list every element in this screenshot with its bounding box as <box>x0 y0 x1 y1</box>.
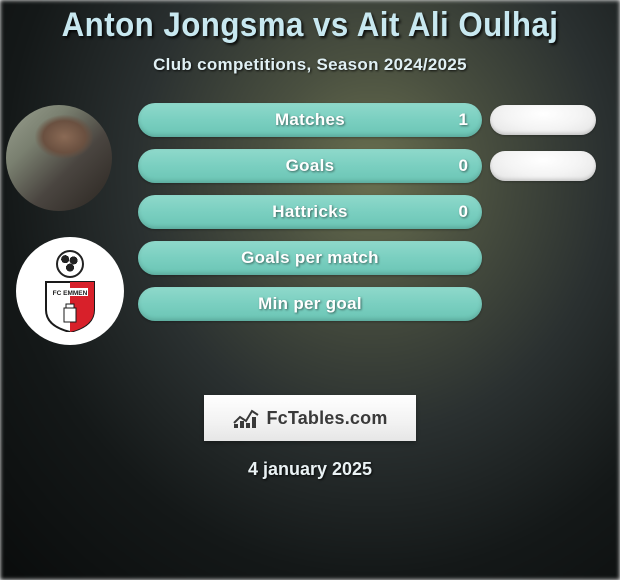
stat-value-left: 0 <box>459 202 468 222</box>
page-title: Anton Jongsma vs Ait Ali Oulhaj <box>25 6 595 45</box>
player1-photo <box>6 105 112 211</box>
stat-label: Hattricks <box>272 202 347 222</box>
stat-label: Goals per match <box>241 248 379 268</box>
chart-icon <box>232 407 260 429</box>
stat-bar-goals-per-match: Goals per match <box>138 241 482 275</box>
soccer-ball-icon <box>56 250 84 278</box>
club-name-text: FC EMMEN <box>53 290 88 297</box>
player2-club-badge: FC EMMEN <box>16 237 124 345</box>
branding-text: FcTables.com <box>266 408 387 429</box>
stat-bars: Matches 1 Goals 0 Hattricks 0 Goals per … <box>138 103 482 333</box>
infographic-root: Anton Jongsma vs Ait Ali Oulhaj Club com… <box>0 0 620 580</box>
club-shield-icon: FC EMMEN <box>42 280 98 332</box>
stat-value-left: 1 <box>459 110 468 130</box>
stat-label: Matches <box>275 110 345 130</box>
stat-bar-goals: Goals 0 <box>138 149 482 183</box>
stat-value-left: 0 <box>459 156 468 176</box>
branding-box: FcTables.com <box>204 395 416 441</box>
subtitle: Club competitions, Season 2024/2025 <box>0 55 620 75</box>
stat-bar-min-per-goal: Min per goal <box>138 287 482 321</box>
right-pill-goals <box>490 151 596 181</box>
player1-avatar <box>6 105 112 211</box>
right-pills-column <box>490 103 610 197</box>
comparison-area: FC EMMEN Matches 1 Goals 0 Hattricks 0 G… <box>0 103 620 363</box>
stat-label: Min per goal <box>258 294 362 314</box>
stat-bar-matches: Matches 1 <box>138 103 482 137</box>
stat-label: Goals <box>286 156 335 176</box>
date-text: 4 january 2025 <box>0 459 620 480</box>
stat-bar-hattricks: Hattricks 0 <box>138 195 482 229</box>
right-pill-matches <box>490 105 596 135</box>
